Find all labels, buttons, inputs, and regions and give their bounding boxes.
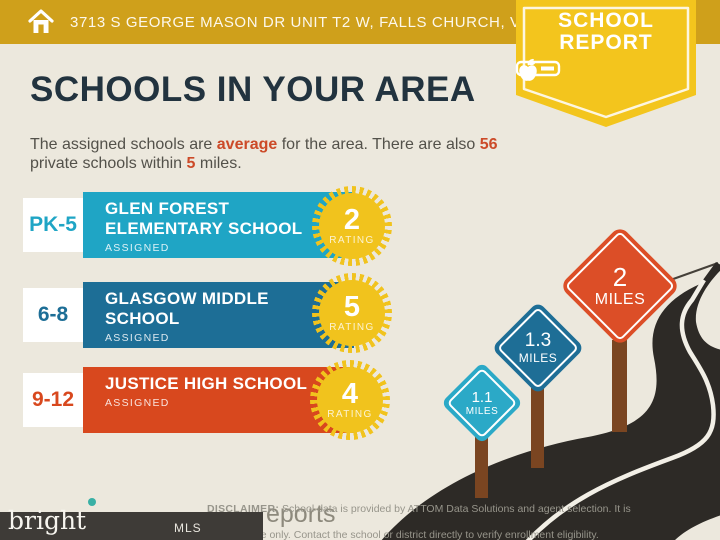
school-row-elementary: PK-5 GLEN FOREST ELEMENTARY SCHOOL ASSIG…: [23, 192, 395, 258]
assigned-label: ASSIGNED: [105, 397, 170, 409]
rating-label: RATING: [327, 409, 373, 420]
home-icon: [28, 9, 54, 33]
badge-line2: REPORT: [559, 31, 653, 54]
sign-post-middle: [531, 388, 544, 468]
summary-part2: for the area. There are also: [277, 136, 480, 153]
school-name-line1: GLEN FOREST: [105, 199, 230, 218]
distance-unit: MILES: [518, 351, 558, 365]
school-row-high: 9-12 JUSTICE HIGH SCHOOL ASSIGNED: [23, 367, 395, 433]
distance-sign-high: 2 MILES: [559, 225, 681, 347]
rating-badge-middle: 5 RATING: [312, 273, 392, 353]
summary-text: The assigned schools are average for the…: [30, 135, 520, 173]
rating-value: 4: [341, 378, 359, 410]
sign-post-high: [612, 340, 627, 432]
page-title: SCHOOLS IN YOUR AREA: [30, 70, 476, 109]
grade-range-badge: 6-8: [23, 288, 83, 342]
distance-value: 1.3: [524, 330, 552, 351]
school-report-badge: SCHOOL REPORT: [515, 0, 697, 130]
summary-part1: The assigned schools are: [30, 136, 217, 153]
rating-badge-high: 4 RATING: [310, 360, 390, 440]
book-icon: [515, 60, 561, 77]
summary-part4: miles.: [195, 155, 242, 172]
disclaimer-line2: for reference only. Contact the school o…: [207, 529, 599, 540]
assigned-label: ASSIGNED: [105, 242, 170, 254]
school-bar: JUSTICE HIGH SCHOOL ASSIGNED: [83, 367, 354, 433]
road-center-line: [525, 278, 716, 540]
school-name-line2: ELEMENTARY SCHOOL: [105, 219, 303, 238]
rating-label: RATING: [329, 235, 375, 246]
distance-value: 1.1: [471, 388, 493, 406]
school-name-line2: SCHOOL: [105, 309, 180, 328]
school-name-line1: GLASGOW MIDDLE: [105, 289, 269, 308]
school-row-middle: 6-8 GLASGOW MIDDLE SCHOOL ASSIGNED: [23, 282, 395, 348]
distance-unit: MILES: [594, 290, 646, 308]
road-shape: [381, 262, 720, 540]
school-name-line1: JUSTICE HIGH SCHOOL: [105, 374, 308, 393]
watermark-mls-text: MLS: [174, 521, 202, 535]
disclaimer-text: DISCLAIMER: School data is provided by A…: [207, 503, 657, 540]
summary-highlight-count: 56: [479, 136, 498, 153]
school-bar: GLEN FOREST ELEMENTARY SCHOOL ASSIGNED: [83, 192, 354, 258]
brightmls-watermark: bright MLS: [0, 506, 263, 540]
summary-highlight-average: average: [216, 136, 278, 153]
assigned-label: ASSIGNED: [105, 332, 170, 344]
summary-highlight-radius: 5: [186, 155, 196, 172]
grade-range-badge: PK-5: [23, 198, 83, 252]
property-address: 3713 S GEORGE MASON DR UNIT T2 W, FALLS …: [70, 13, 531, 31]
grade-range-badge: 9-12: [23, 373, 83, 427]
distance-value: 2: [612, 261, 628, 292]
school-bar: GLASGOW MIDDLE SCHOOL ASSIGNED: [83, 282, 354, 348]
sign-post-elementary: [475, 436, 488, 498]
rating-value: 5: [343, 291, 361, 323]
distance-sign-middle: 1.3 MILES: [491, 301, 585, 395]
rating-badge-elementary: 2 RATING: [312, 186, 392, 266]
badge-line1: SCHOOL: [558, 9, 654, 32]
partial-reports-logo: eports: [266, 500, 336, 528]
watermark-bright-text: bright: [8, 506, 87, 535]
rating-label: RATING: [329, 322, 375, 333]
summary-part3: private schools within: [30, 155, 187, 172]
distance-unit: MILES: [465, 405, 499, 417]
logo-dot: [88, 498, 96, 506]
rating-value: 2: [343, 204, 361, 236]
